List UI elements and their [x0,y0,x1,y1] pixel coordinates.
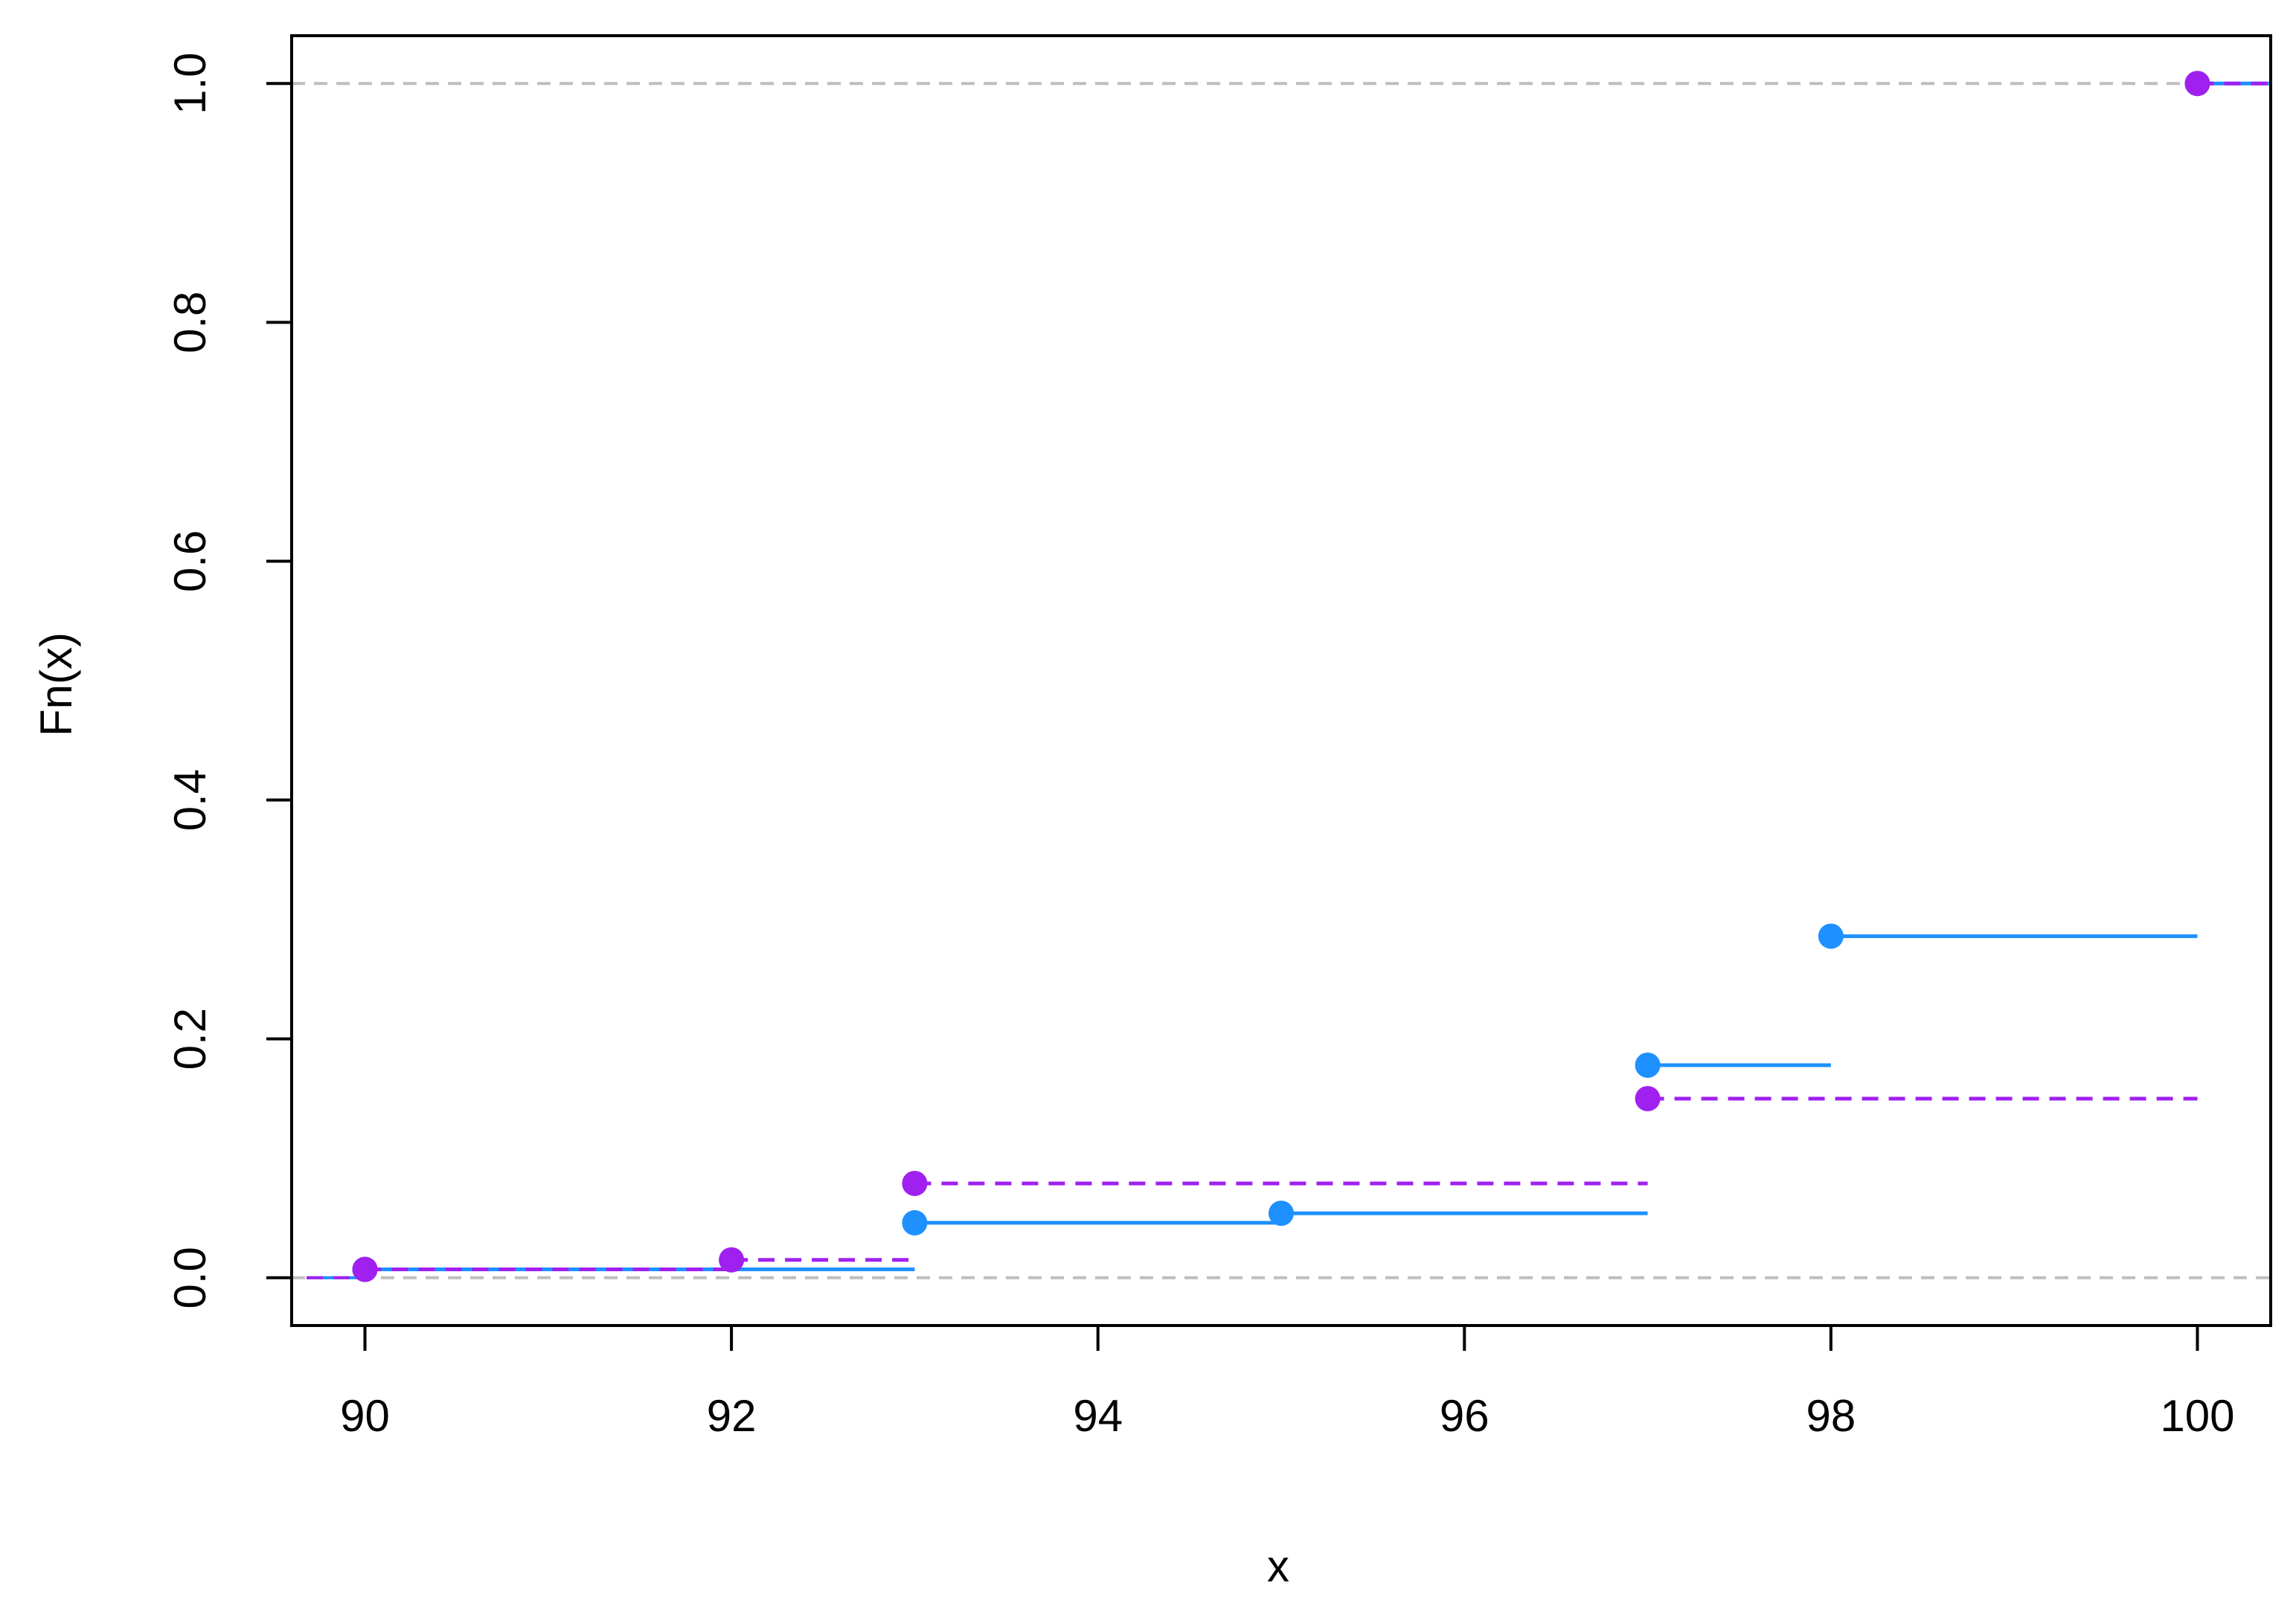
y-tick-label: 0.6 [165,530,215,592]
series-2-points [352,71,2210,1282]
x-tick-label: 98 [1806,1391,1856,1441]
y-axis-title: Fn(x) [31,632,81,736]
y-tick-label: 0.8 [165,292,215,353]
series-2-point [2184,71,2210,97]
y-tick-label: 0.4 [165,769,215,831]
x-tick-label: 90 [340,1391,390,1441]
x-tick-label: 92 [707,1391,757,1441]
series-1-point [1269,1201,1294,1227]
series-2-point [719,1247,745,1273]
x-tick-label: 94 [1073,1391,1123,1441]
series-1-point [1818,923,1844,949]
axes-layer: 90 92 94 96 98 100 0.0 0.2 0.4 0.6 0.8 1.0 [165,34,2272,1441]
x-tick-label: 100 [2160,1391,2234,1441]
series-1-point [902,1209,928,1236]
plot-frame [290,34,2272,1327]
y-tick-label: 0.2 [165,1008,215,1070]
x-tick-label: 96 [1440,1391,1489,1441]
y-tick-label: 0.0 [165,1247,215,1308]
series-1-point [1635,1052,1661,1078]
series-2 [307,81,2271,1279]
series-layer [307,71,2271,1282]
reference-lines [292,82,2271,1279]
x-axis-title: x [1267,1541,1289,1591]
series-2-point [902,1170,928,1196]
series-2-point [1635,1085,1661,1111]
y-tick-label: 1.0 [165,53,215,115]
series-2-point [352,1256,378,1282]
